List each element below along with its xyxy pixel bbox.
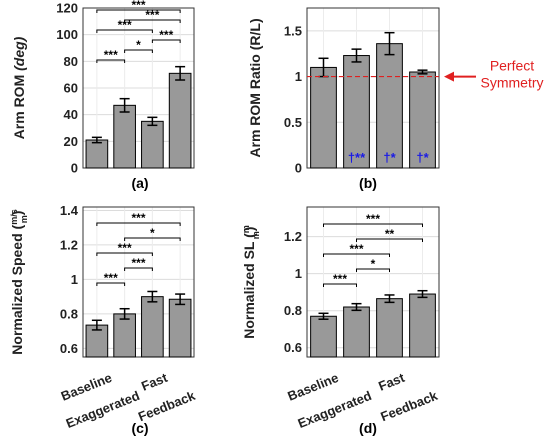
y-axis-label: Normalized Speed (m/sm): [9, 209, 29, 354]
panel-label: (c): [131, 420, 148, 436]
y-tick-label: 1: [295, 266, 302, 281]
y-tick-label: 0: [295, 161, 302, 176]
y-axis-label: Arm ROM (deg): [11, 36, 27, 139]
significance-bracket: [96, 252, 153, 256]
panel-label: (a): [131, 175, 148, 191]
significance-bracket: [356, 238, 423, 242]
bar-feedback: [409, 71, 436, 169]
y-tick-label: 20: [64, 134, 78, 149]
axes-frame: [82, 7, 195, 169]
reference-label-line2: Symmetry: [481, 75, 544, 91]
significance-bracket: [323, 253, 390, 257]
reference-label-line1: Perfect: [490, 58, 534, 74]
significance-bracket: [96, 222, 181, 226]
significance-bracket: [151, 39, 181, 43]
y-tick-label: 1.4: [60, 203, 79, 218]
significance-label: ***: [366, 212, 380, 226]
bar-exaggerated: [113, 313, 136, 358]
y-axis-label: Arm ROM Ratio (R/L): [247, 18, 263, 157]
y-tick-label: 0: [71, 161, 78, 176]
significance-label: ***: [131, 256, 145, 270]
significance-label: ***: [104, 271, 118, 285]
y-tick-label: 1.2: [284, 229, 302, 244]
significance-label: *: [136, 38, 141, 52]
y-tick-label: 1.2: [60, 237, 78, 252]
significance-bracket: [124, 19, 181, 23]
y-tick-label: 120: [56, 1, 78, 16]
significance-bracket: [323, 223, 423, 227]
significance-label: ***: [118, 241, 132, 255]
x-tick-label: Baseline: [59, 370, 114, 404]
bar-exaggerated: [343, 55, 370, 169]
bar-exaggerated: [113, 104, 136, 169]
y-tick-label: 0.6: [60, 341, 78, 356]
significance-bracket: [124, 237, 181, 241]
significance-bracket: [96, 59, 126, 63]
bar-fast: [141, 120, 164, 169]
y-tick-label: 0.8: [60, 306, 78, 321]
bar-baseline: [310, 66, 337, 169]
y-tick-label: 40: [64, 107, 78, 122]
significance-bracket: [124, 49, 153, 53]
significance-label: ***: [333, 272, 347, 286]
x-tick-label: Baseline: [285, 370, 340, 404]
significance-label: ***: [104, 48, 118, 62]
significance-label: ***: [349, 242, 363, 256]
arrow-head-icon: [444, 71, 454, 82]
bar-baseline: [85, 139, 109, 169]
significance-label: ***: [145, 8, 159, 22]
bar-fast: [376, 298, 403, 358]
panel-label: (b): [359, 175, 377, 191]
bar-annotation: †*: [383, 150, 396, 165]
x-tick-label: Fast: [139, 370, 170, 394]
bar-fast: [376, 43, 403, 169]
y-axis-label: Normalized SL (mm): [241, 225, 261, 339]
significance-label: ***: [118, 18, 132, 32]
y-tick-label: 0.5: [284, 115, 302, 130]
bar-annotation: †**: [348, 150, 366, 165]
significance-bracket: [356, 268, 390, 272]
x-tick-label: Fast: [376, 370, 407, 394]
y-tick-label: 100: [56, 27, 78, 42]
bar-fast: [141, 296, 164, 358]
significance-label: **: [385, 227, 395, 241]
significance-label: *: [150, 226, 155, 240]
bar-exaggerated: [343, 306, 370, 358]
y-tick-label: 60: [64, 81, 78, 96]
significance-bracket: [96, 9, 181, 13]
significance-bracket: [96, 282, 126, 286]
bar-baseline: [310, 315, 337, 358]
panel-3: 0.60.811.2************BaselineExaggerate…: [241, 206, 440, 436]
y-tick-label: 1: [71, 272, 78, 287]
significance-bracket: [96, 29, 153, 33]
significance-label: *: [371, 257, 376, 271]
significance-label: ***: [131, 211, 145, 225]
bar-feedback: [168, 298, 192, 358]
y-tick-label: 80: [64, 54, 78, 69]
y-tick-label: 1: [295, 69, 302, 84]
bar-feedback: [409, 293, 436, 358]
significance-bracket: [323, 283, 357, 287]
axes-frame: [306, 206, 440, 358]
panel-label: (d): [359, 420, 377, 436]
significance-label: ***: [159, 28, 173, 42]
y-tick-label: 1.5: [284, 23, 302, 38]
significance-label: ***: [131, 0, 145, 12]
x-tick-label: Feedback: [378, 388, 440, 425]
axes-frame: [82, 206, 195, 358]
axes-frame: [306, 7, 440, 169]
bar-annotation: †*: [416, 150, 429, 165]
bar-feedback: [168, 72, 192, 169]
panel-2: 0.60.811.21.4*************BaselineExagge…: [9, 203, 198, 436]
significance-bracket: [124, 267, 153, 271]
y-tick-label: 0.8: [284, 303, 302, 318]
y-tick-label: 0.6: [284, 340, 302, 355]
